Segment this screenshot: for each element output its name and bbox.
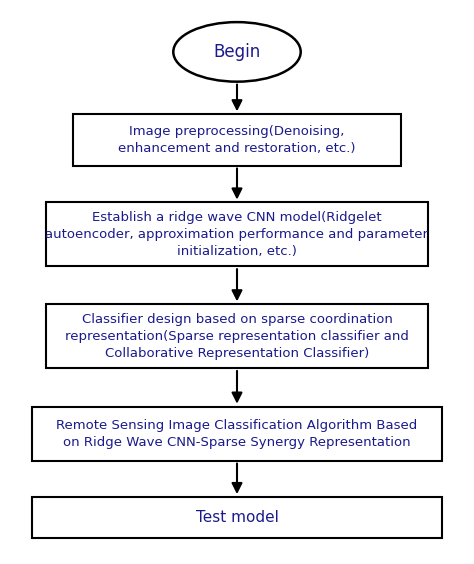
Text: Begin: Begin <box>213 43 261 61</box>
Text: Remote Sensing Image Classification Algorithm Based
on Ridge Wave CNN-Sparse Syn: Remote Sensing Image Classification Algo… <box>56 418 418 448</box>
Text: Test model: Test model <box>196 510 278 525</box>
Text: Image preprocessing(Denoising,
enhancement and restoration, etc.): Image preprocessing(Denoising, enhanceme… <box>118 125 356 155</box>
Text: Establish a ridge wave CNN model(Ridgelet
autoencoder, approximation performance: Establish a ridge wave CNN model(Ridgele… <box>46 211 428 258</box>
Text: Classifier design based on sparse coordination
representation(Sparse representat: Classifier design based on sparse coordi… <box>65 312 409 360</box>
